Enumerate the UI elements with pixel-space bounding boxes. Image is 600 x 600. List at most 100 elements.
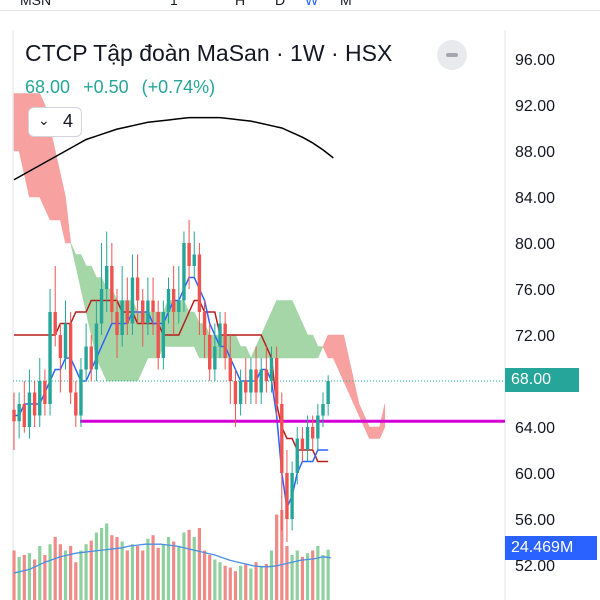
candle-body [223,323,227,358]
y-tick-label: 64.00 [515,420,555,437]
candle-body [311,427,315,439]
add-symbol-button[interactable]: 1 [170,0,178,8]
cloud-segment [291,300,298,359]
volume-bar [89,540,93,600]
candle-body [280,404,284,473]
cloud-segment [332,334,339,370]
volume-bar [120,541,124,600]
candlesticks [12,220,330,542]
volume-bar [151,535,155,600]
symbol-title[interactable]: CTCP Tập đoàn MaSan · 1W · HSX [25,40,393,66]
cloud-segment [65,196,71,244]
interval-month-button[interactable]: M [340,0,352,8]
volume-bar [27,553,32,600]
candle-body [264,369,269,381]
volume-bar [208,555,212,600]
last-price-tag: 68.00 [505,368,579,392]
candle-body [171,289,176,312]
volume-bar [187,529,191,600]
candle-body [233,381,238,404]
candle-body [259,369,263,393]
candle-body [110,266,114,312]
candle-body [12,409,16,422]
candle-body [32,392,37,416]
candle-body [115,312,119,335]
volume-bar [130,544,135,600]
candle-body [135,277,140,301]
y-tick-label: 96.00 [515,52,555,69]
volume-bar [254,562,258,600]
cloud-segment [286,300,293,359]
price-axis[interactable]: 96.0092.0088.0084.0080.0076.0072.0068.00… [515,52,555,575]
volume-bar [285,546,289,600]
y-tick-label: 88.00 [515,144,555,161]
candle-body [295,438,299,473]
candle-body [274,358,279,404]
candle-body [89,346,93,370]
cloud-segment [338,334,344,382]
candle-body [68,323,73,393]
volume-bar [17,556,21,600]
candle-body [74,392,78,416]
volume-bar [275,514,279,600]
candle-body [326,381,330,404]
y-tick-label: 84.00 [515,190,555,207]
indicators-toggle-button[interactable]: ⌄ 4 [28,107,82,137]
volume-bar [280,510,284,600]
y-tick-label: 52.00 [515,558,555,575]
cloud-segment [322,334,329,359]
volume-bar [94,532,98,600]
interval-week-button[interactable]: W [305,0,319,8]
volume-bar [33,559,37,600]
candle-body [38,381,42,416]
y-tick-label: 76.00 [515,282,555,299]
cloud-segment [60,173,66,244]
top-toolbar: MSN 1 H D W M [0,0,600,11]
y-tick-label: 56.00 [515,512,555,529]
candle-body [141,300,145,324]
y-tick-label: 60.00 [515,466,555,483]
volume-bar [172,541,176,600]
interval-hour-button[interactable]: H [235,0,246,8]
symbol-search-button[interactable]: MSN [20,0,52,8]
candle-body [208,335,212,370]
cloud-segment [296,311,303,359]
volume-bar [264,564,268,600]
volume-bar [228,567,232,600]
volume-bar [300,556,304,600]
interval-day-button[interactable]: D [275,0,286,8]
candle-body [177,300,181,312]
volume-bar [53,537,57,600]
cloud-segment [70,242,77,267]
candle-body [202,312,207,335]
candle-body [166,289,171,312]
candle-body [321,404,325,416]
candle-body [244,381,248,393]
candle-body [187,243,191,266]
cloud-segment [281,300,288,359]
candle-body [120,300,124,335]
cloud-segment [317,346,324,359]
cloud-segment [312,334,319,359]
candle-body [22,404,26,427]
candle-body [17,404,21,422]
y-tick-label: 80.00 [515,236,555,253]
volume-bar [249,568,253,600]
cloud-segment [245,346,252,359]
cloud-segment [271,300,277,359]
cloud-segment [18,93,25,175]
volume-bar [141,550,145,600]
candle-body [285,473,289,519]
volume-bars [12,510,331,600]
volume-bar [182,532,186,600]
volume-bar [161,544,165,600]
y-tick-label: 72.00 [515,328,555,345]
volume-bar [136,546,140,600]
cloud-segment [363,415,370,439]
indicator-count: 4 [63,111,74,131]
candle-body [151,300,155,312]
collapse-legend-button[interactable] [437,40,467,70]
cloud-segment [54,150,61,221]
candle-body [43,381,47,404]
volume-bar [146,538,150,600]
